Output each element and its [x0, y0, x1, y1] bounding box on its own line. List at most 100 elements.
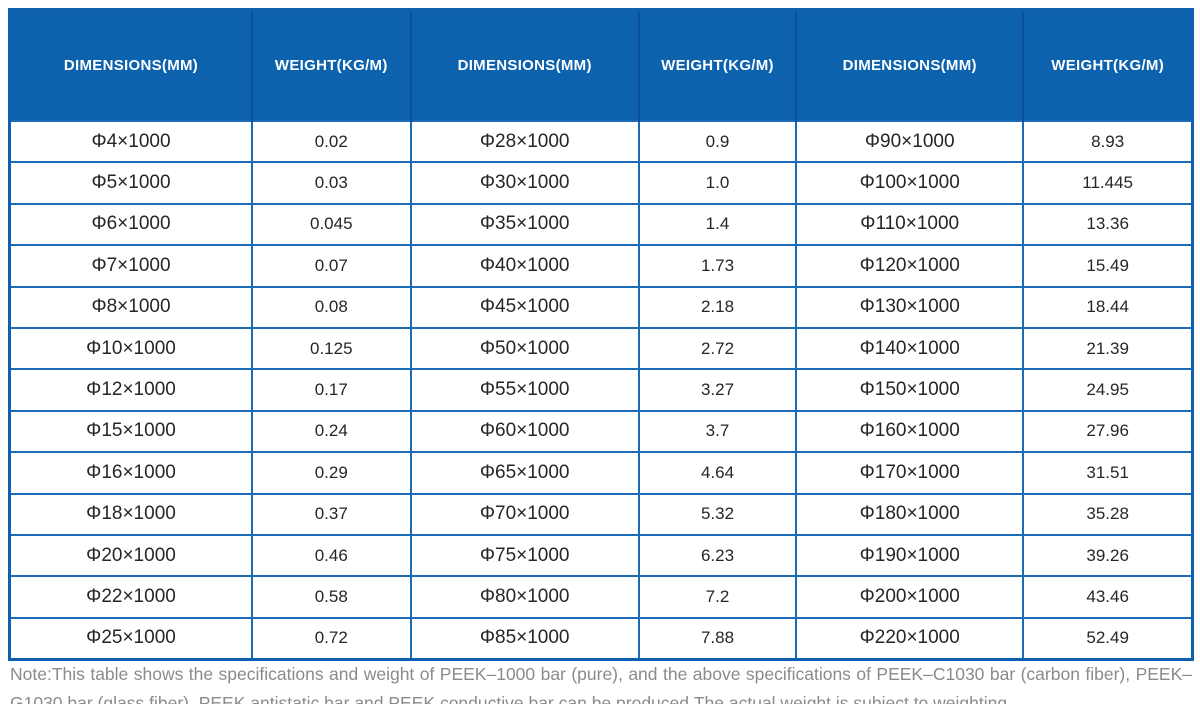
weight-cell: 13.36	[1022, 202, 1194, 247]
dimension-cell: Φ90×1000	[795, 119, 1025, 164]
table-header-row: DIMENSIONS(MM) WEIGHT(KG/M) DIMENSIONS(MM)…	[9, 9, 1193, 121]
dimension-cell: Φ12×1000	[8, 368, 253, 412]
peek-bar-spec-table: DIMENSIONS(MM) WEIGHT(KG/M) DIMENSIONS(MM)…	[8, 8, 1194, 662]
weight-cell: 2.72	[637, 326, 798, 371]
dimension-cell: Φ20×1000	[8, 533, 253, 578]
dimension-cell: Φ6×1000	[8, 202, 253, 247]
dimension-cell: Φ35×1000	[409, 202, 640, 247]
table-row: Φ22×1000 0.58 Φ80×1000 7.2 Φ200×1000 43.46	[8, 575, 1194, 619]
dimension-cell: Φ4×1000	[8, 119, 253, 164]
dimension-cell: Φ28×1000	[409, 119, 640, 164]
dimension-cell: Φ22×1000	[8, 575, 253, 619]
weight-cell: 0.17	[251, 368, 412, 412]
weight-cell: 1.73	[637, 244, 798, 288]
table-row: Φ4×1000 0.02 Φ28×1000 0.9 Φ90×1000 8.93	[8, 119, 1194, 164]
dimension-cell: Φ190×1000	[795, 533, 1025, 578]
table-row: Φ6×1000 0.045 Φ35×1000 1.4 Φ110×1000 13.36	[8, 202, 1194, 247]
dimension-cell: Φ150×1000	[795, 368, 1025, 412]
weight-cell: 24.95	[1022, 368, 1194, 412]
weight-column-header: WEIGHT(KG/M)	[1022, 9, 1193, 121]
dimensions-column-header: DIMENSIONS(MM)	[9, 9, 252, 121]
dimension-cell: Φ30×1000	[409, 161, 640, 205]
weight-cell: 0.29	[251, 451, 412, 495]
weight-cell: 52.49	[1022, 616, 1194, 661]
weight-cell: 0.045	[251, 202, 412, 247]
weight-cell: 0.125	[251, 326, 412, 371]
dimension-cell: Φ8×1000	[8, 285, 253, 329]
dimension-cell: Φ45×1000	[409, 285, 640, 329]
dimension-cell: Φ140×1000	[795, 326, 1025, 371]
spec-table-container: DIMENSIONS(MM) WEIGHT(KG/M) DIMENSIONS(MM)…	[8, 8, 1194, 662]
dimensions-column-header: DIMENSIONS(MM)	[795, 9, 1024, 121]
weight-cell: 39.26	[1022, 533, 1194, 578]
table-row: Φ20×1000 0.46 Φ75×1000 6.23 Φ190×1000 39.26	[8, 533, 1194, 578]
dimension-cell: Φ120×1000	[795, 244, 1025, 288]
table-row: Φ5×1000 0.03 Φ30×1000 1.0 Φ100×1000 11.445	[8, 161, 1194, 205]
weight-cell: 0.72	[251, 616, 412, 661]
table-row: Φ8×1000 0.08 Φ45×1000 2.18 Φ130×1000 18.44	[8, 285, 1194, 329]
weight-cell: 27.96	[1022, 409, 1194, 454]
weight-cell: 0.58	[251, 575, 412, 619]
weight-cell: 0.03	[251, 161, 412, 205]
dimension-cell: Φ100×1000	[795, 161, 1025, 205]
dimension-cell: Φ55×1000	[409, 368, 640, 412]
dimension-cell: Φ5×1000	[8, 161, 253, 205]
weight-column-header: WEIGHT(KG/M)	[637, 9, 797, 121]
dimension-cell: Φ80×1000	[409, 575, 640, 619]
table-row: Φ18×1000 0.37 Φ70×1000 5.32 Φ180×1000 35.28	[8, 492, 1194, 536]
weight-cell: 3.27	[637, 368, 798, 412]
weight-cell: 3.7	[637, 409, 798, 454]
dimension-cell: Φ15×1000	[8, 409, 253, 454]
weight-cell: 11.445	[1022, 161, 1194, 205]
dimension-cell: Φ10×1000	[8, 326, 253, 371]
weight-cell: 7.2	[637, 575, 798, 619]
dimension-cell: Φ220×1000	[795, 616, 1025, 661]
weight-cell: 35.28	[1022, 492, 1194, 536]
dimension-cell: Φ160×1000	[795, 409, 1025, 454]
weight-cell: 1.0	[637, 161, 798, 205]
dimension-cell: Φ65×1000	[409, 451, 640, 495]
dimension-cell: Φ7×1000	[8, 244, 253, 288]
table-row: Φ16×1000 0.29 Φ65×1000 4.64 Φ170×1000 31.51	[8, 451, 1194, 495]
dimension-cell: Φ180×1000	[795, 492, 1025, 536]
table-row: Φ15×1000 0.24 Φ60×1000 3.7 Φ160×1000 27.96	[8, 409, 1194, 454]
weight-cell: 4.64	[637, 451, 798, 495]
table-row: Φ7×1000 0.07 Φ40×1000 1.73 Φ120×1000 15.49	[8, 244, 1194, 288]
dimension-cell: Φ18×1000	[8, 492, 253, 536]
weight-cell: 31.51	[1022, 451, 1194, 495]
weight-cell: 0.07	[251, 244, 412, 288]
table-note: Note:This table shows the specifications…	[10, 663, 1192, 704]
dimension-cell: Φ85×1000	[409, 616, 640, 661]
weight-cell: 0.08	[251, 285, 412, 329]
dimension-cell: Φ40×1000	[409, 244, 640, 288]
dimension-cell: Φ16×1000	[8, 451, 253, 495]
dimension-cell: Φ110×1000	[795, 202, 1025, 247]
weight-cell: 0.9	[637, 119, 798, 164]
weight-cell: 0.46	[251, 533, 412, 578]
dimension-cell: Φ75×1000	[409, 533, 640, 578]
table-row: Φ25×1000 0.72 Φ85×1000 7.88 Φ220×1000 52.49	[8, 616, 1194, 661]
dimension-cell: Φ25×1000	[8, 616, 253, 661]
dimension-cell: Φ60×1000	[409, 409, 640, 454]
weight-cell: 18.44	[1022, 285, 1194, 329]
weight-cell: 43.46	[1022, 575, 1194, 619]
weight-cell: 0.02	[251, 119, 412, 164]
weight-cell: 5.32	[637, 492, 798, 536]
dimension-cell: Φ200×1000	[795, 575, 1025, 619]
dimension-cell: Φ50×1000	[409, 326, 640, 371]
dimension-cell: Φ70×1000	[409, 492, 640, 536]
dimensions-column-header: DIMENSIONS(MM)	[409, 9, 639, 121]
weight-cell: 15.49	[1022, 244, 1194, 288]
table-row: Φ10×1000 0.125 Φ50×1000 2.72 Φ140×1000 21.39	[8, 326, 1194, 371]
dimension-cell: Φ130×1000	[795, 285, 1025, 329]
weight-cell: 2.18	[637, 285, 798, 329]
weight-cell: 21.39	[1022, 326, 1194, 371]
weight-cell: 8.93	[1022, 119, 1194, 164]
weight-cell: 1.4	[637, 202, 798, 247]
weight-cell: 6.23	[637, 533, 798, 578]
dimension-cell: Φ170×1000	[795, 451, 1025, 495]
weight-column-header: WEIGHT(KG/M)	[251, 9, 411, 121]
table-row: Φ12×1000 0.17 Φ55×1000 3.27 Φ150×1000 24.95	[8, 368, 1194, 412]
weight-cell: 7.88	[637, 616, 798, 661]
